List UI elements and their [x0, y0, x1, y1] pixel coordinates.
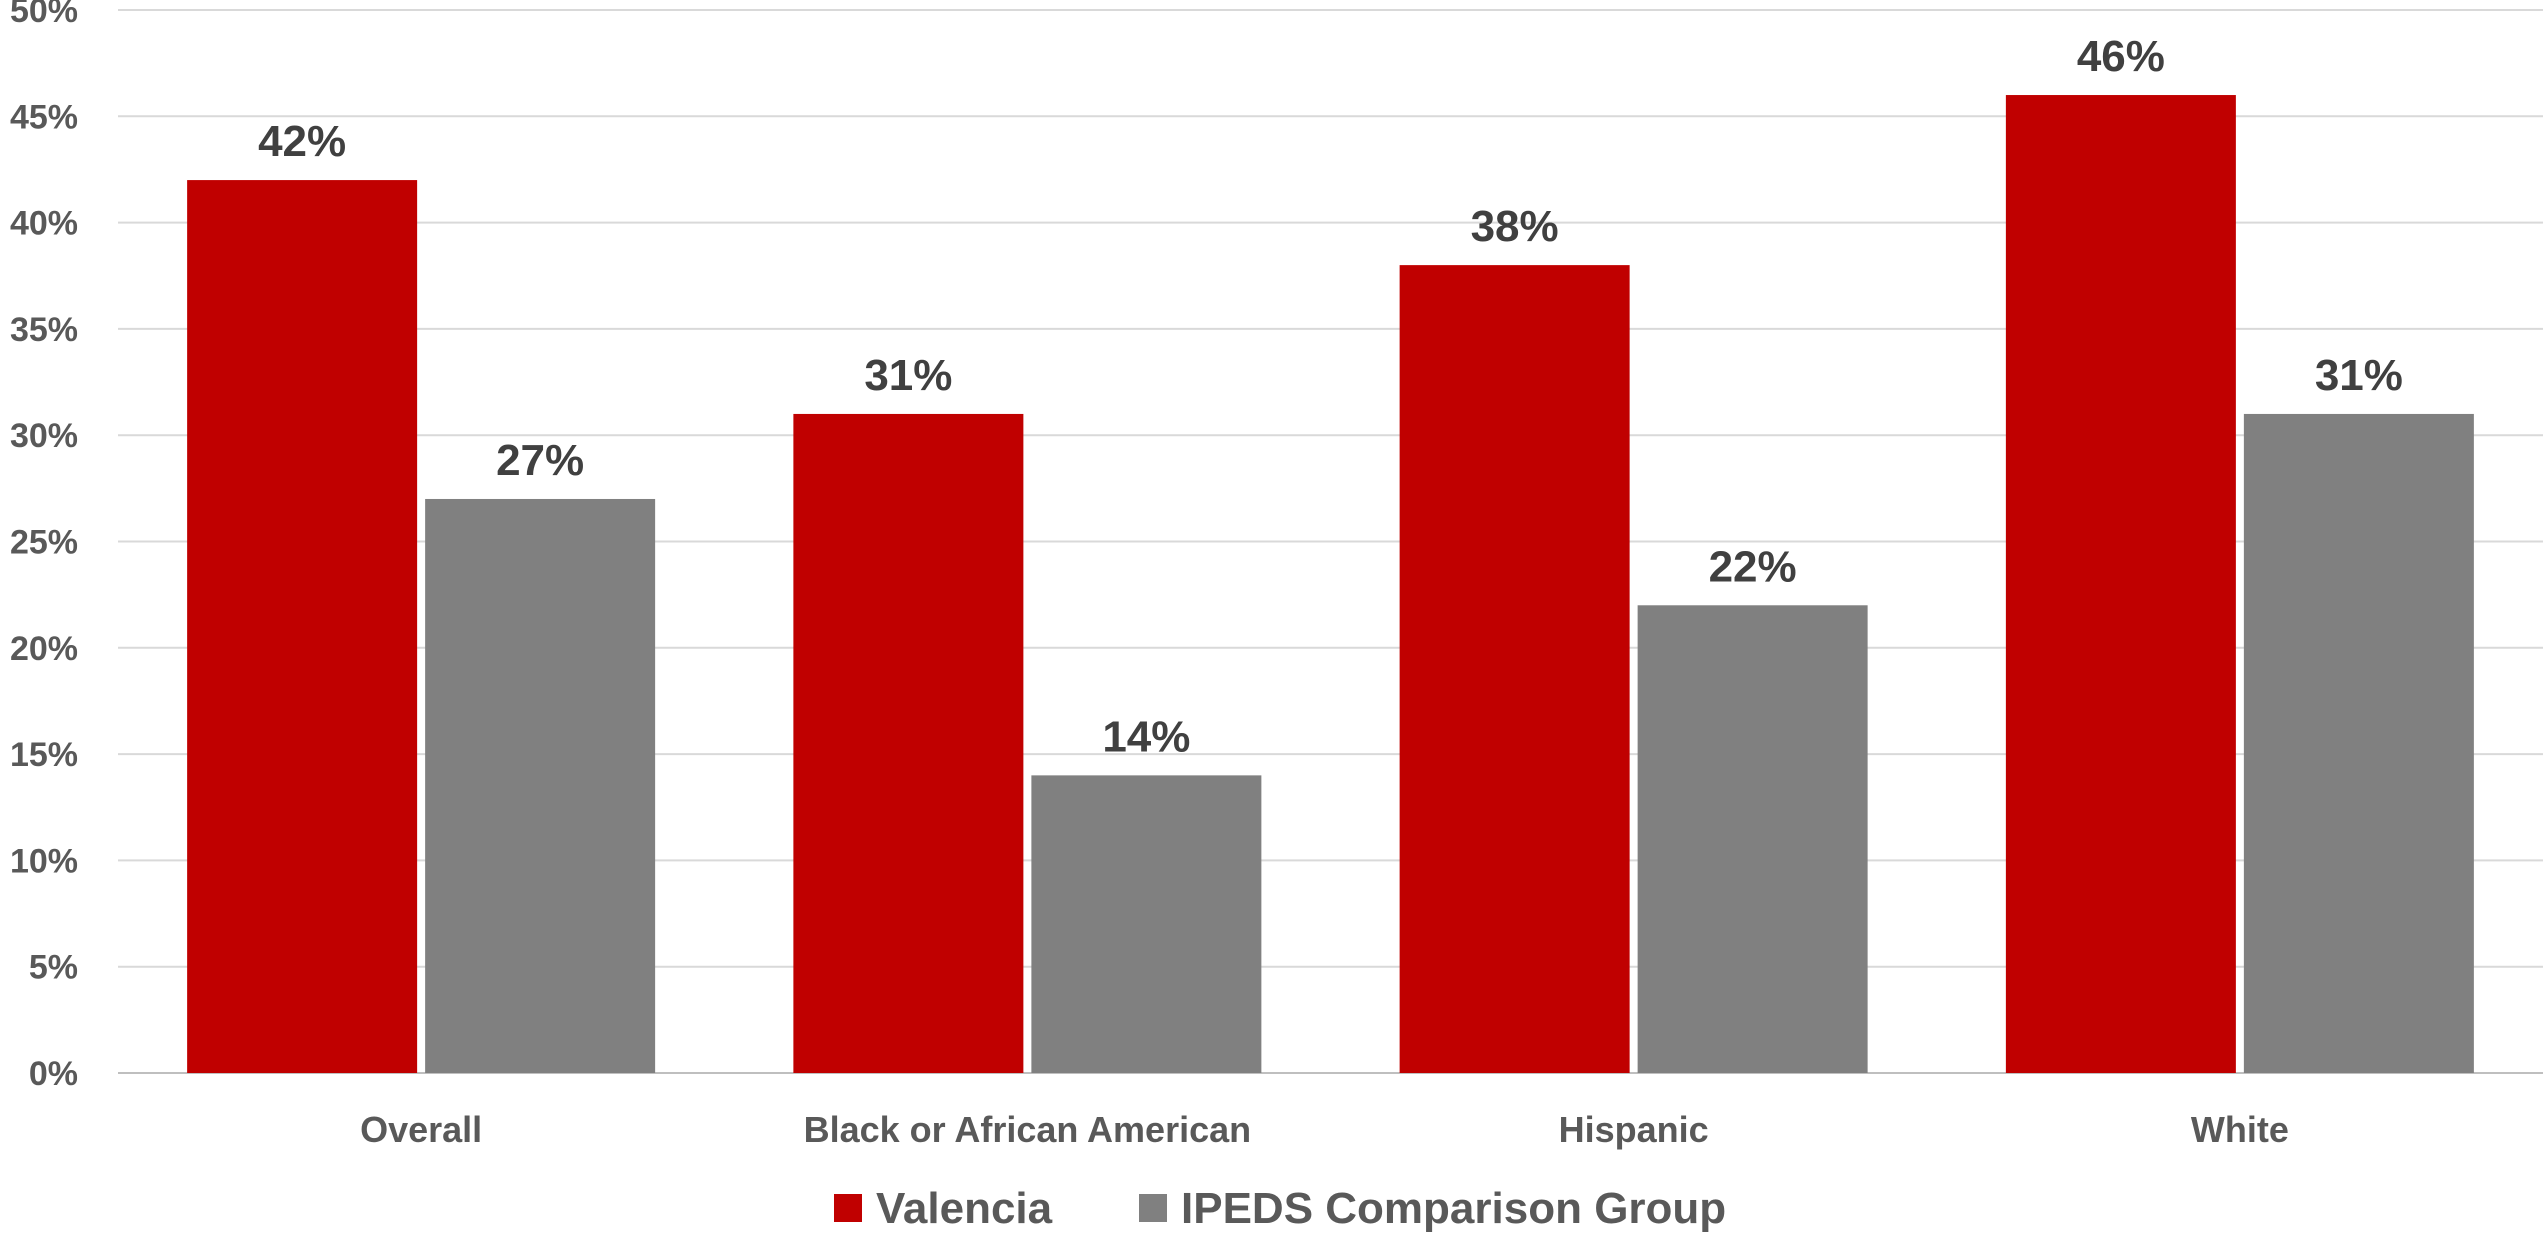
- y-tick-label: 25%: [10, 524, 78, 562]
- data-label: 27%: [496, 436, 584, 485]
- legend-ipeds-swatch: [1139, 1194, 1167, 1222]
- y-tick-label: 40%: [10, 205, 78, 243]
- y-tick-label: 10%: [10, 842, 78, 880]
- y-axis-ticks: 0% 5% 10% 15% 20% 25% 30% 35% 40% 45% 50%: [10, 0, 78, 1093]
- legend-valencia-label: Valencia: [876, 1184, 1053, 1233]
- bar-valencia-white: [2005, 95, 2236, 1074]
- data-label: 42%: [258, 117, 346, 166]
- y-tick-label: 45%: [10, 98, 78, 136]
- data-labels: 42% 27% 31% 14% 38% 22% 46% 31%: [258, 32, 2403, 761]
- data-label: 22%: [1709, 542, 1797, 591]
- y-tick-label: 30%: [10, 417, 78, 455]
- bar-ipeds-white: [2243, 413, 2474, 1073]
- bar-valencia-overall: [187, 180, 418, 1073]
- data-label: 38%: [1471, 202, 1559, 251]
- y-tick-label: 20%: [10, 630, 78, 668]
- bar-ipeds-black-or-african-american: [1031, 775, 1262, 1073]
- bar-valencia-black-or-african-american: [793, 413, 1024, 1073]
- x-axis-categories: Overall Black or African American Hispanic…: [360, 1109, 2289, 1150]
- category-label: Hispanic: [1559, 1109, 1709, 1150]
- legend-valencia-swatch: [834, 1194, 862, 1222]
- y-tick-label: 15%: [10, 736, 78, 774]
- bar-ipeds-hispanic: [1637, 605, 1868, 1073]
- data-label: 31%: [864, 351, 952, 400]
- y-tick-label: 35%: [10, 311, 78, 349]
- data-label: 31%: [2315, 351, 2403, 400]
- category-label: White: [2191, 1109, 2289, 1150]
- bars: [187, 95, 2474, 1074]
- category-label: Overall: [360, 1109, 482, 1150]
- data-label: 14%: [1102, 712, 1190, 761]
- category-label: Black or African American: [804, 1109, 1252, 1150]
- y-tick-label: 50%: [10, 0, 78, 30]
- y-tick-label: 5%: [29, 949, 78, 987]
- y-tick-label: 0%: [29, 1055, 78, 1093]
- bar-valencia-hispanic: [1399, 265, 1630, 1073]
- legend: Valencia IPEDS Comparison Group: [834, 1184, 1726, 1233]
- bar-ipeds-overall: [425, 498, 656, 1074]
- legend-ipeds-label: IPEDS Comparison Group: [1181, 1184, 1726, 1233]
- data-label: 46%: [2077, 32, 2165, 81]
